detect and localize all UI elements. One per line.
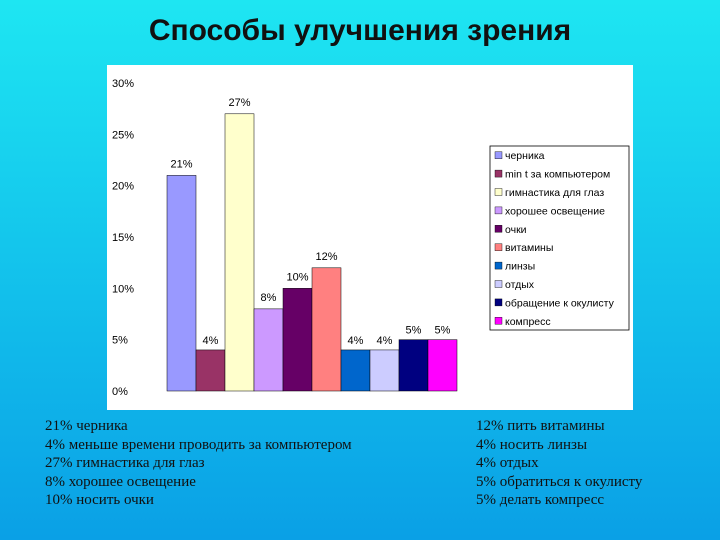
legend-swatch bbox=[494, 243, 503, 251]
note-item: 4% носить линзы bbox=[476, 436, 588, 453]
bar bbox=[195, 349, 226, 392]
bar bbox=[427, 339, 458, 392]
legend-swatch bbox=[494, 225, 503, 233]
note-item: 21% черника bbox=[45, 418, 128, 434]
legend-item-label: отдых bbox=[505, 279, 535, 291]
note-item: 5% обратиться к окулисту bbox=[476, 473, 643, 490]
notes-right: 12% пить витамины 4% носить линзы 4% отд… bbox=[476, 417, 642, 510]
y-tick-label: 15% bbox=[112, 232, 134, 244]
y-tick-label: 30% bbox=[112, 78, 134, 90]
legend-item-label: черника bbox=[505, 150, 545, 162]
legend-item-label: хорошее освещение bbox=[505, 205, 605, 217]
data-label: 4% bbox=[348, 335, 364, 347]
bar bbox=[398, 339, 429, 392]
legend-item-label: очки bbox=[505, 224, 527, 236]
data-label: 4% bbox=[377, 335, 393, 347]
legend-swatch bbox=[494, 188, 503, 196]
y-tick-label: 25% bbox=[112, 129, 134, 141]
bar bbox=[166, 175, 197, 392]
data-label: 5% bbox=[406, 325, 422, 337]
legend-item-label: гимнастика для глаз bbox=[505, 187, 604, 199]
bar bbox=[369, 349, 400, 392]
note-item: 8% хорошее освещение bbox=[45, 473, 196, 490]
bar bbox=[282, 288, 313, 392]
y-tick-label: 10% bbox=[112, 283, 134, 295]
data-label: 10% bbox=[286, 271, 308, 283]
legend-item-label: компресс bbox=[505, 316, 551, 328]
note-item: 12% пить витамины bbox=[476, 418, 605, 434]
legend-swatch bbox=[494, 151, 503, 159]
note-item: 4% отдых bbox=[476, 455, 539, 471]
bar bbox=[340, 349, 371, 392]
y-tick-label: 0% bbox=[112, 386, 128, 398]
legend-box bbox=[489, 145, 630, 331]
legend-item-label: витамины bbox=[505, 242, 553, 254]
legend-swatch bbox=[494, 169, 503, 178]
legend: черника min t за компьютером гимнастика дл… bbox=[489, 145, 630, 331]
data-label: 12% bbox=[315, 251, 337, 263]
y-tick-label: 5% bbox=[112, 335, 128, 347]
legend-swatch bbox=[494, 317, 503, 325]
legend-swatch bbox=[494, 280, 503, 288]
note-item: 4% меньше времени проводить за компьютер… bbox=[45, 436, 352, 453]
y-tick-label: 20% bbox=[112, 181, 134, 193]
data-label: 27% bbox=[228, 97, 250, 109]
data-label: 8% bbox=[261, 292, 277, 304]
bar bbox=[253, 308, 284, 392]
data-labels: 21% 4% 27% 8% 10% 12% 4% 4% 5% 5% bbox=[170, 97, 450, 347]
chart-area: 0% 5% 10% 15% 20% 25% 30% 21% 4% 27% 8% 10% 12% 4% 4%… bbox=[107, 65, 633, 410]
legend-item-label: обращение к окулисту bbox=[505, 297, 615, 309]
legend-item-label: min t за компьютером bbox=[505, 169, 610, 181]
bar-chart: 0% 5% 10% 15% 20% 25% 30% 21% 4% 27% 8% 10% 12% 4% 4%… bbox=[112, 78, 630, 398]
slide-title: Способы улучшения зрения bbox=[148, 14, 572, 47]
legend-swatch bbox=[494, 261, 503, 270]
note-item: 10% носить очки bbox=[45, 492, 154, 508]
legend-swatch bbox=[494, 298, 503, 307]
note-item: 27% гимнастика для глаз bbox=[45, 455, 205, 471]
data-label: 21% bbox=[170, 158, 192, 170]
note-item: 5% делать компресс bbox=[476, 492, 605, 508]
bars bbox=[166, 113, 458, 392]
bar bbox=[224, 113, 255, 392]
data-label: 4% bbox=[203, 335, 219, 347]
bar bbox=[311, 267, 342, 392]
legend-item-label: линзы bbox=[505, 261, 535, 273]
data-label: 5% bbox=[435, 325, 451, 337]
legend-swatch bbox=[494, 206, 503, 215]
notes-left: 21% черника 4% меньше времени проводить … bbox=[45, 417, 352, 510]
y-axis: 0% 5% 10% 15% 20% 25% 30% bbox=[112, 78, 134, 398]
